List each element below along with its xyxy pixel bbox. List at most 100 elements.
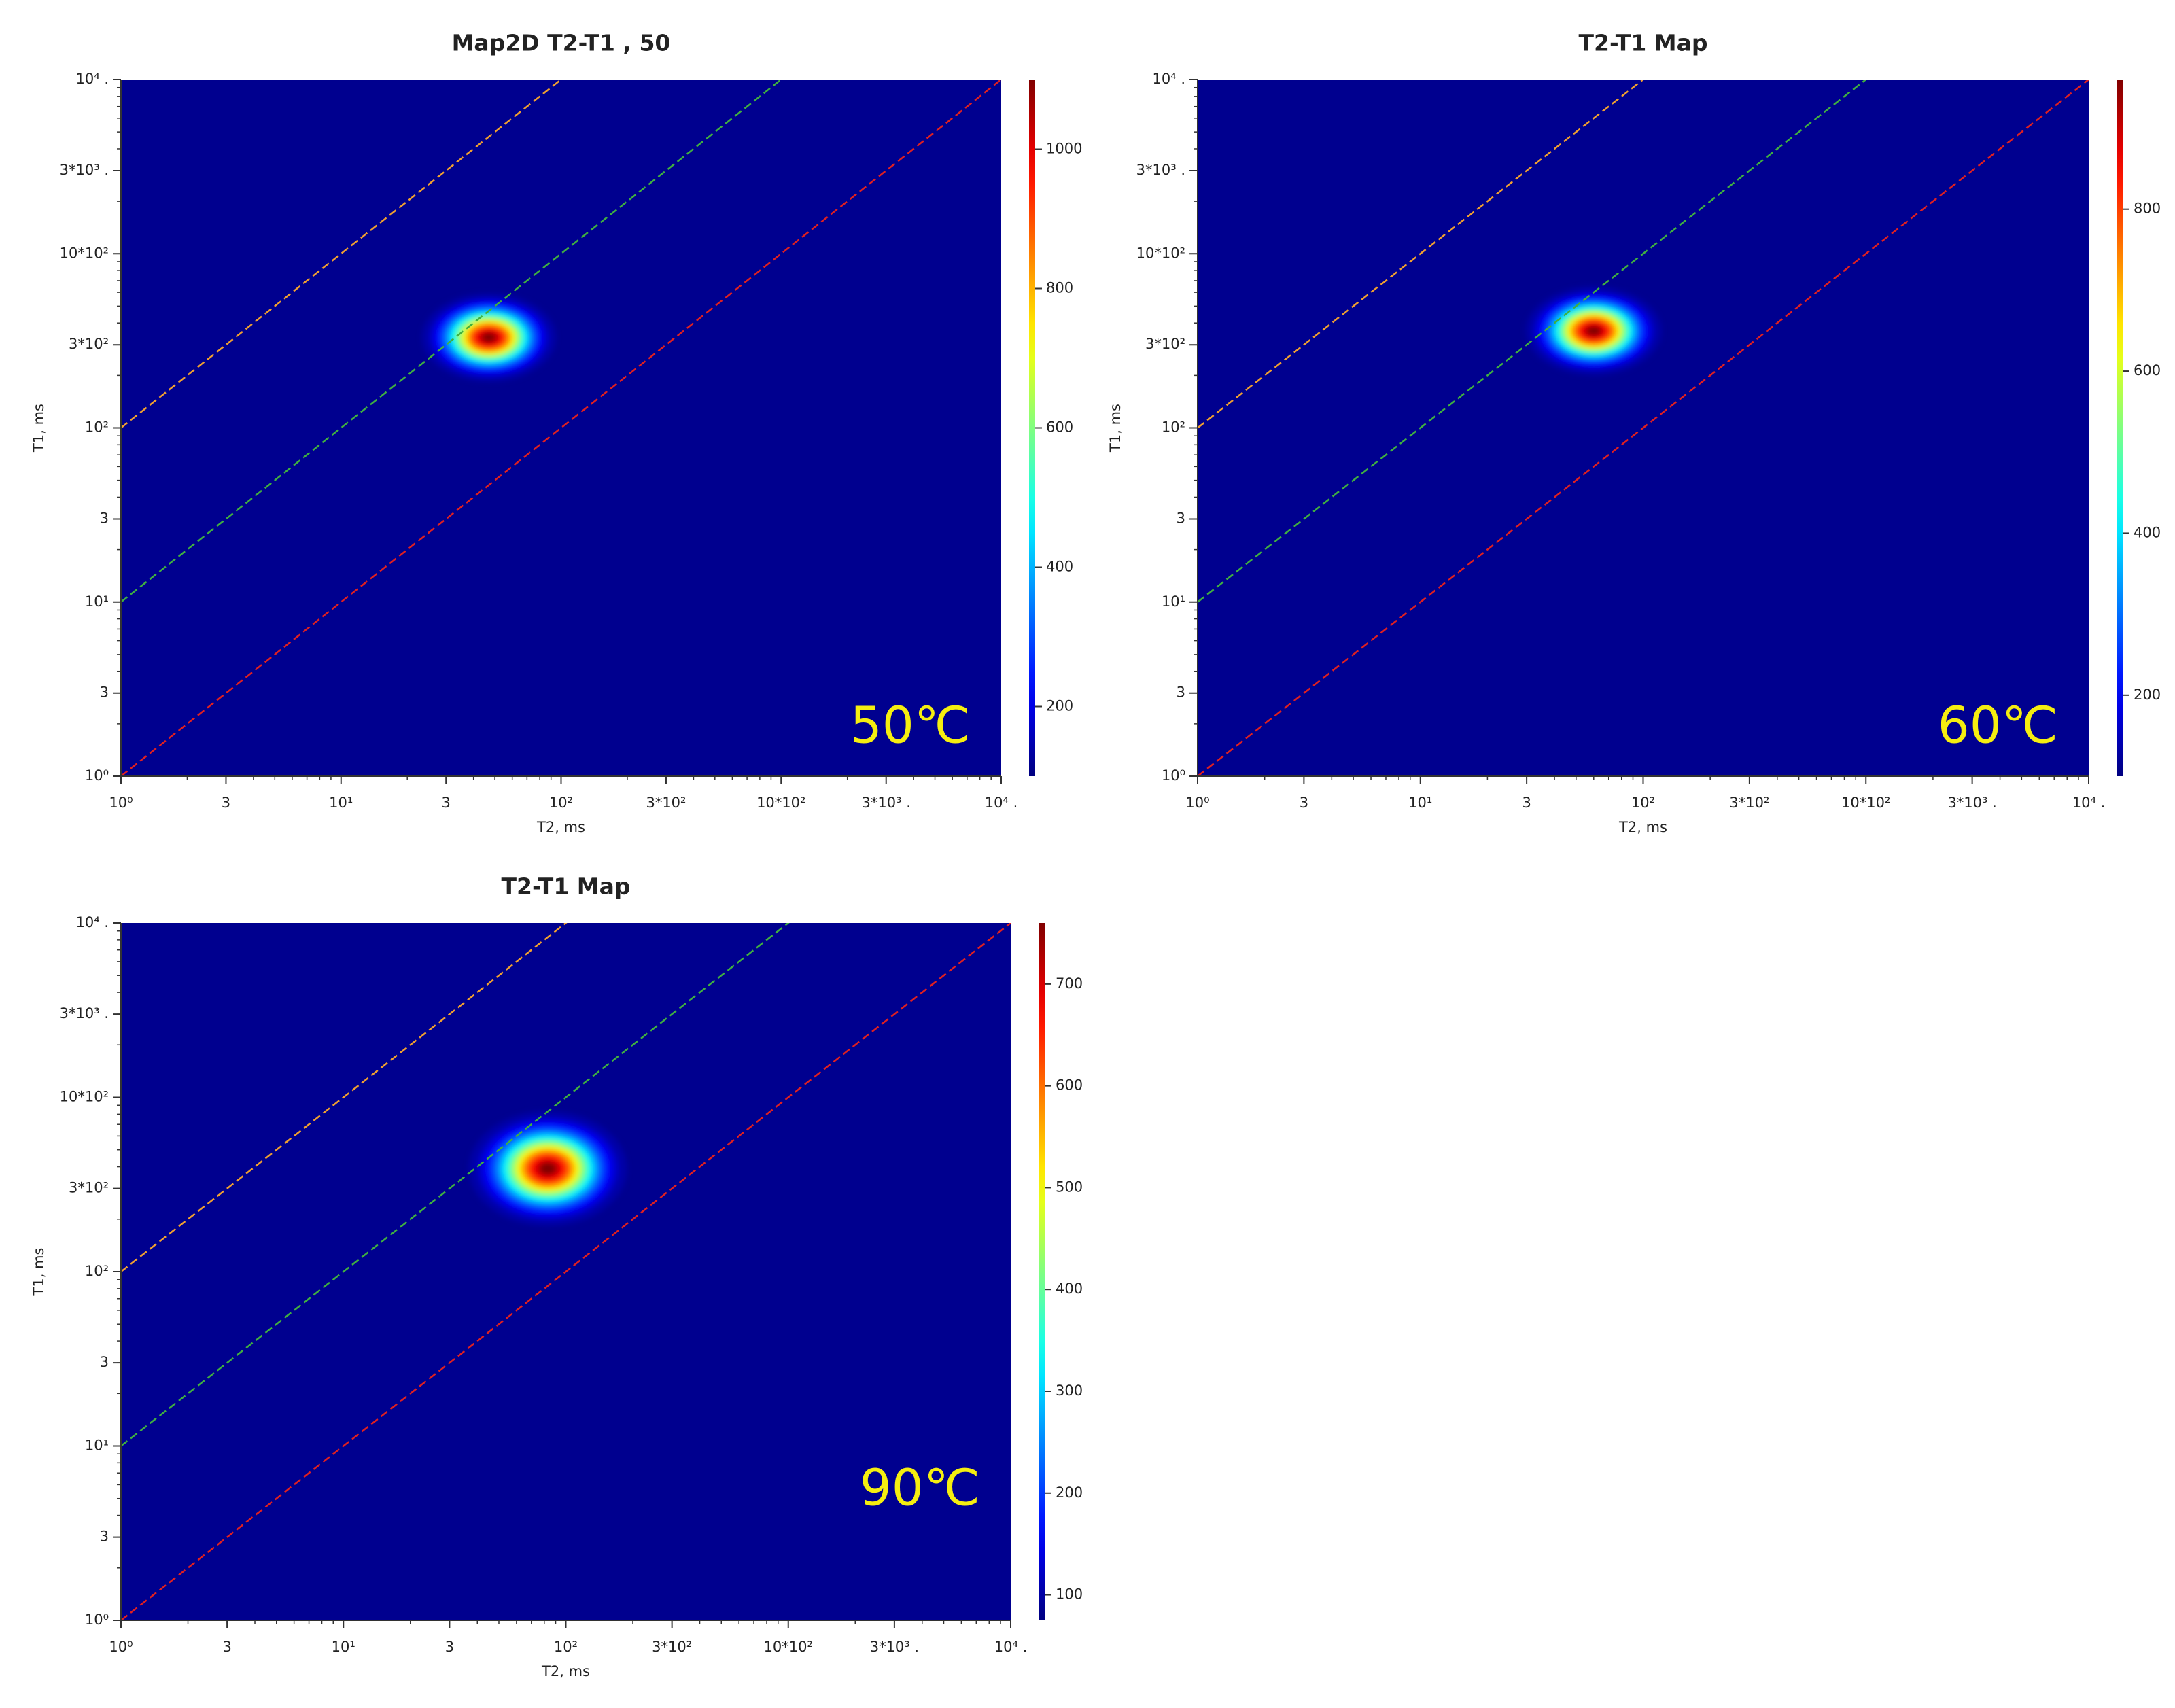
colorbar	[2117, 80, 2123, 776]
annotation: 60℃	[1938, 697, 2058, 755]
colorbar-tick-label: 500	[1056, 1179, 1083, 1195]
x-tick-label: 10*10²	[1841, 795, 1890, 811]
colorbar-tick-label: 400	[1046, 559, 1073, 575]
y-tick-label: 3	[100, 684, 109, 701]
x-tick-label: 3	[222, 795, 230, 811]
x-tick-label: 10⁰	[109, 1639, 133, 1655]
blob-peak	[540, 1163, 556, 1174]
x-tick-label: 10¹	[332, 1639, 355, 1655]
y-tick-label: 10*10²	[60, 1089, 109, 1105]
plot-area	[121, 80, 1001, 776]
blob-peak	[482, 333, 496, 343]
plot-area	[1198, 80, 2089, 776]
colorbar-tick-label: 400	[1056, 1280, 1083, 1297]
colorbar	[1029, 80, 1035, 776]
x-axis-label: T2, ms	[536, 819, 585, 835]
colorbar-tick-label: 200	[1056, 1484, 1083, 1501]
y-tick-label: 10⁰	[1162, 767, 1185, 784]
y-tick-label: 10⁰	[85, 1611, 109, 1628]
y-tick-label: 10¹	[1162, 593, 1185, 610]
x-tick-label: 3	[442, 795, 451, 811]
blob	[421, 293, 556, 382]
y-tick-label: 10¹	[85, 1437, 109, 1454]
blob	[1525, 286, 1662, 375]
y-tick-label: 3*10³ .	[60, 162, 109, 178]
blob	[468, 1111, 627, 1226]
x-tick-label: 3	[445, 1639, 454, 1655]
colorbar-tick-label: 300	[1056, 1382, 1083, 1399]
y-tick-label: 10¹	[85, 593, 109, 610]
x-tick-label: 3*10²	[652, 1639, 692, 1655]
y-tick-label: 3*10²	[69, 1180, 109, 1196]
x-tick-label: 10*10²	[764, 1639, 813, 1655]
chart-title: T2-T1 Map	[1578, 30, 1707, 56]
chart-title: T2-T1 Map	[501, 873, 630, 900]
x-tick-label: 10¹	[1408, 795, 1432, 811]
ratio-line	[1198, 80, 1868, 603]
ratio-line	[121, 923, 568, 1272]
colorbar-tick-label: 600	[1056, 1077, 1083, 1094]
ratio-line	[1198, 80, 2089, 776]
colorbar-tick-label: 100	[1056, 1586, 1083, 1603]
y-tick-label: 10²	[85, 419, 109, 436]
x-axis-label: T2, ms	[541, 1663, 590, 1679]
x-tick-label: 3	[1522, 795, 1531, 811]
y-tick-label: 3*10²	[1145, 336, 1185, 352]
colorbar-tick-label: 800	[2134, 201, 2161, 217]
y-tick-label: 3	[1177, 510, 1185, 526]
x-tick-label: 3*10²	[1729, 795, 1769, 811]
y-axis-label: T1, ms	[31, 1248, 47, 1297]
y-axis-label: T1, ms	[1107, 404, 1124, 453]
x-tick-label: 3	[222, 1639, 231, 1655]
plot-area	[121, 923, 1011, 1620]
ratio-line	[121, 80, 1001, 776]
y-tick-label: 3	[100, 1529, 109, 1545]
x-axis-label: T2, ms	[1618, 819, 1667, 835]
y-axis-label: T1, ms	[31, 404, 47, 453]
colorbar	[1039, 923, 1045, 1620]
y-tick-label: 10²	[1162, 419, 1185, 436]
y-tick-label: 10⁰	[85, 767, 109, 784]
colorbar-tick-label: 200	[2134, 686, 2161, 703]
ratio-line	[121, 923, 790, 1447]
blob-peak	[1586, 326, 1601, 336]
x-tick-label: 3*10³ .	[1947, 795, 1996, 811]
x-tick-label: 10⁴ .	[2072, 795, 2106, 811]
colorbar-tick-label: 600	[2134, 362, 2161, 379]
colorbar-tick-label: 800	[1046, 280, 1073, 296]
colorbar-tick-label: 200	[1046, 698, 1073, 714]
x-tick-label: 10*10²	[756, 795, 805, 811]
y-tick-label: 10*10²	[60, 245, 109, 261]
x-tick-label: 10⁰	[1185, 795, 1209, 811]
y-tick-label: 10*10²	[1136, 245, 1185, 261]
annotation: 90℃	[860, 1459, 980, 1518]
ratio-line	[1198, 80, 1645, 429]
colorbar-tick-label: 1000	[1046, 141, 1082, 157]
ratio-line	[121, 80, 563, 429]
x-tick-label: 10⁴ .	[985, 795, 1018, 811]
x-tick-label: 10²	[554, 1639, 578, 1655]
y-tick-label: 3*10³ .	[60, 1005, 109, 1022]
ratio-line	[121, 923, 1011, 1620]
y-tick-label: 10²	[85, 1263, 109, 1279]
y-tick-label: 3	[100, 510, 109, 526]
annotation: 50℃	[850, 697, 971, 755]
x-tick-label: 3*10³ .	[862, 795, 911, 811]
x-tick-label: 3*10³ .	[870, 1639, 919, 1655]
y-tick-label: 10⁴ .	[1153, 71, 1186, 87]
ratio-line	[121, 80, 783, 603]
y-tick-label: 10⁴ .	[76, 71, 109, 87]
chart-title: Map2D T2-T1 , 50	[452, 30, 671, 56]
x-tick-label: 3*10²	[646, 795, 686, 811]
colorbar-tick-label: 400	[2134, 524, 2161, 540]
y-tick-label: 3*10³ .	[1136, 162, 1185, 178]
plot-background	[121, 80, 1001, 776]
x-tick-label: 10²	[1631, 795, 1655, 811]
y-tick-label: 10⁴ .	[76, 914, 109, 930]
x-tick-label: 3	[1300, 795, 1308, 811]
colorbar-tick-label: 600	[1046, 419, 1073, 436]
x-tick-label: 10¹	[329, 795, 353, 811]
x-tick-label: 10⁰	[109, 795, 133, 811]
